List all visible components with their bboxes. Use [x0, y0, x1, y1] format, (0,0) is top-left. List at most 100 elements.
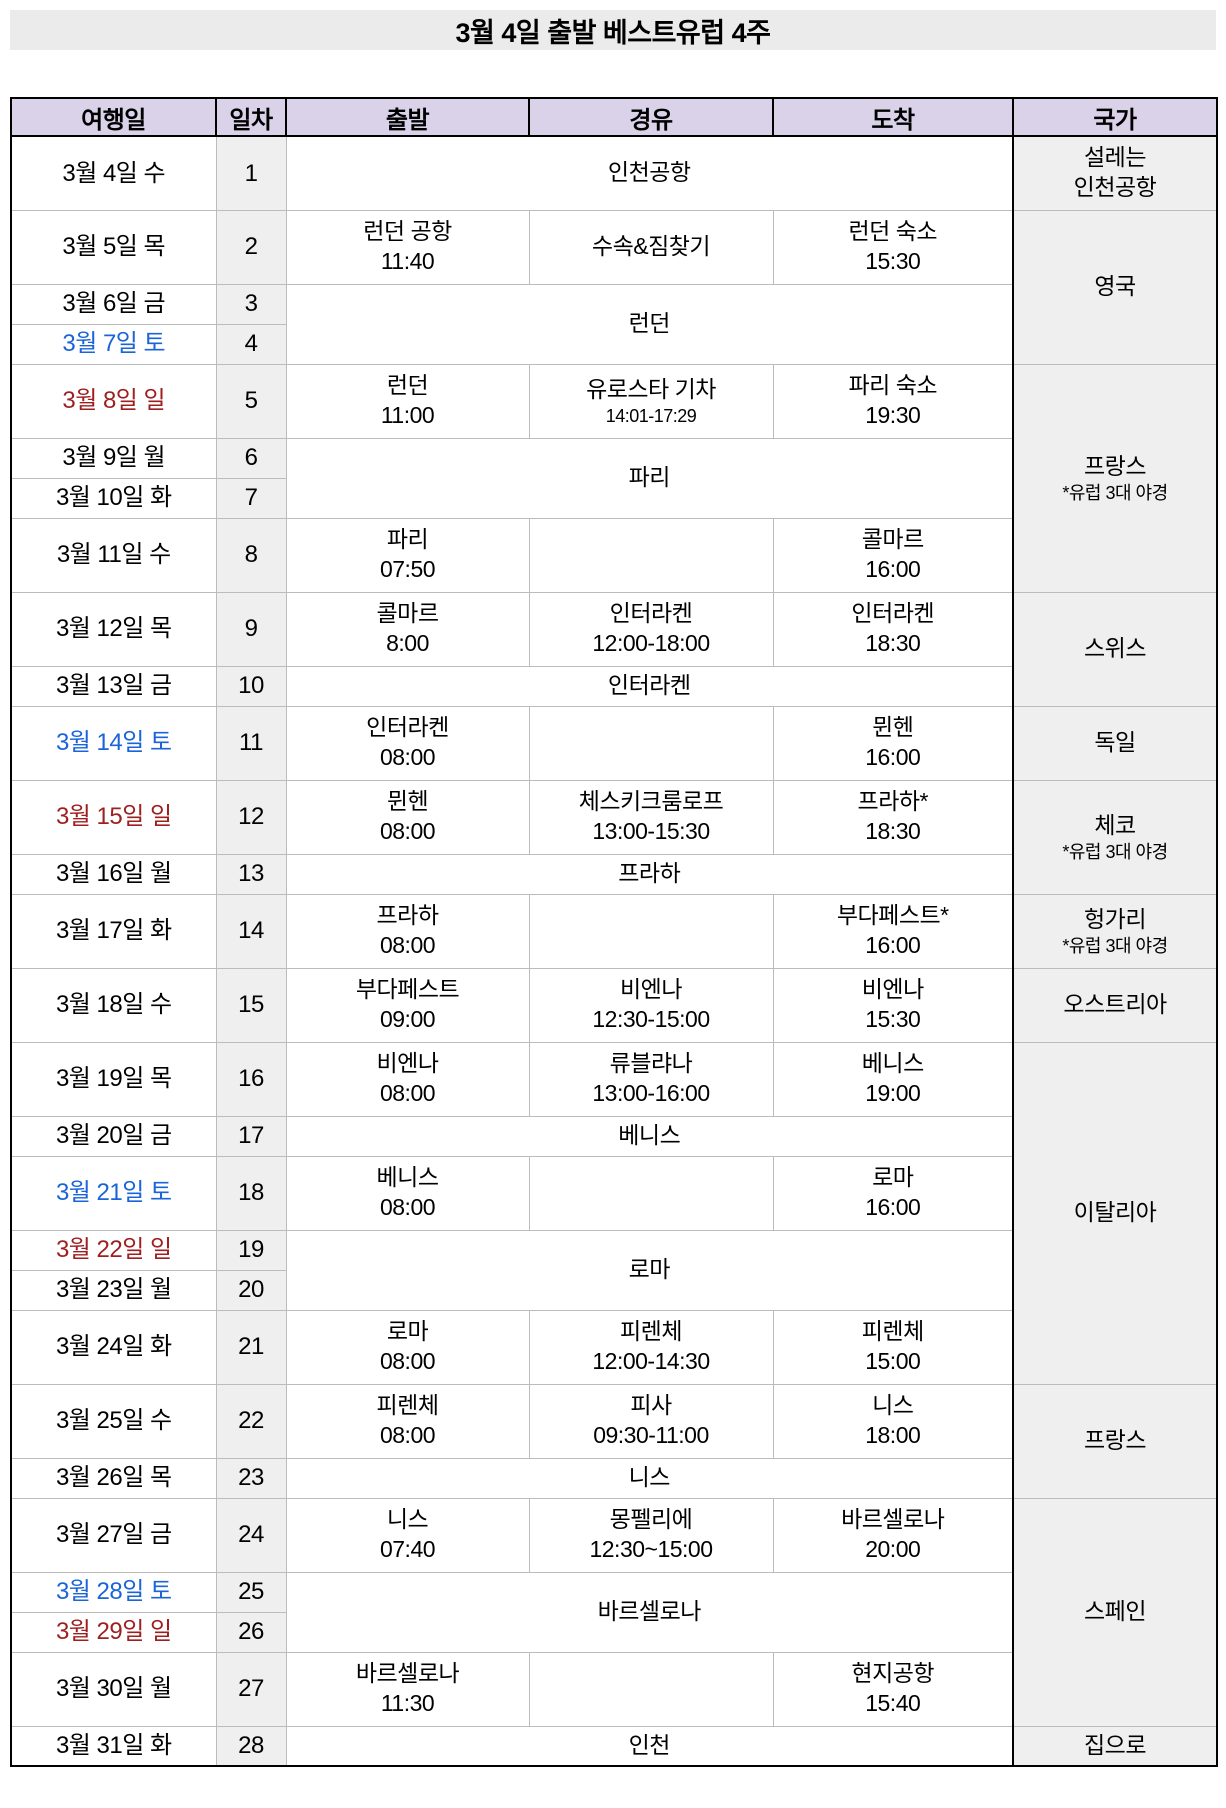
date-cell: 3월 10일 화: [10, 477, 217, 519]
via-cell: 체스키크룸로프 13:00-15:30: [528, 779, 774, 855]
departure-cell: 런던 공항 11:40: [285, 209, 530, 285]
via-cell-subtext: 14:01-17:29: [605, 405, 697, 426]
day-cell: 21: [215, 1309, 287, 1385]
day-cell: 5: [215, 363, 287, 439]
departure-cell: 니스 07:40: [285, 1497, 530, 1573]
day-cell: 13: [215, 853, 287, 895]
itinerary-row: 3월 31일 화 28 인천 집으로: [10, 1725, 1218, 1767]
country-cell: 스페인: [1012, 1497, 1218, 1727]
day-cell: 3: [215, 283, 287, 325]
day-cell: 14: [215, 893, 287, 969]
date-cell: 3월 22일 일: [10, 1229, 217, 1271]
route-cell: 니스: [285, 1457, 1014, 1499]
country-cell-text: 체코: [1094, 811, 1136, 838]
arrival-cell: 프라하* 18:30: [772, 779, 1014, 855]
route-cell: 베니스: [285, 1115, 1014, 1157]
itinerary-row: 3월 30일 월 27 바르셀로나 11:30 현지공항 15:40: [10, 1651, 1217, 1727]
itinerary-row: 3월 21일 토 18 베니스 08:00 로마 16:00: [10, 1155, 1217, 1231]
date-cell: 3월 11일 수: [10, 517, 217, 593]
itinerary-row: 3월 29일 일 26: [10, 1611, 1217, 1653]
date-cell: 3월 14일 토: [10, 705, 217, 781]
via-cell: [528, 1651, 774, 1727]
day-cell: 11: [215, 705, 287, 781]
date-cell: 3월 26일 목: [10, 1457, 217, 1499]
date-cell: 3월 6일 금: [10, 283, 217, 325]
country-cell-text: 헝가리: [1084, 905, 1146, 932]
country-cell-subtext: *유럽 3대 야경: [1062, 935, 1168, 956]
country-cell: 집으로: [1012, 1725, 1218, 1767]
route-cell: 인천: [285, 1725, 1014, 1767]
country-cell: 이탈리아: [1012, 1041, 1218, 1385]
country-cell: 설레는 인천공항: [1012, 135, 1218, 211]
via-cell: [528, 1155, 774, 1231]
route-cell: 인천공항: [285, 135, 1014, 211]
country-cell: 프랑스 *유럽 3대 야경: [1012, 363, 1218, 593]
day-cell: 8: [215, 517, 287, 593]
day-cell: 23: [215, 1457, 287, 1499]
col-header-country: 국가: [1012, 97, 1218, 137]
itinerary-row: 3월 15일 일 12 뮌헨 08:00 체스키크룸로프 13:00-15:30 프라하…: [10, 779, 1218, 895]
arrival-cell: 뮌헨 16:00: [772, 705, 1014, 781]
day-cell: 2: [215, 209, 287, 285]
date-cell: 3월 7일 토: [10, 323, 217, 365]
itinerary-row: 3월 12일 목 9 콜마르 8:00 인터라켄 12:00-18:00 인터라켄 18…: [10, 591, 1218, 707]
day-cell: 28: [215, 1725, 287, 1767]
arrival-cell: 로마 16:00: [772, 1155, 1014, 1231]
arrival-cell: 베니스 19:00: [772, 1041, 1014, 1117]
day-cell: 27: [215, 1651, 287, 1727]
route-cell: 프라하: [285, 853, 1014, 895]
day-cell: 22: [215, 1383, 287, 1459]
departure-cell: 파리 07:50: [285, 517, 530, 593]
via-cell-text: 유로스타 기차: [586, 375, 716, 402]
itinerary-row: 3월 22일 일 19 로마: [10, 1229, 1217, 1311]
itinerary-row: 3월 25일 수 22 피렌체 08:00 피사 09:30-11:00 니스 18:0…: [10, 1383, 1218, 1499]
departure-cell: 피렌체 08:00: [285, 1383, 530, 1459]
date-cell: 3월 24일 화: [10, 1309, 217, 1385]
departure-cell: 부다페스트 09:00: [285, 967, 530, 1043]
date-cell: 3월 23일 월: [10, 1269, 217, 1311]
page-title: 3월 4일 출발 베스트유럽 4주: [10, 10, 1216, 50]
country-cell-subtext: *유럽 3대 야경: [1062, 841, 1168, 862]
date-cell: 3월 17일 화: [10, 893, 217, 969]
date-cell: 3월 18일 수: [10, 967, 217, 1043]
itinerary-row: 3월 5일 목 2 런던 공항 11:40 수속&짐찾기 런던 숙소 15:30 영국: [10, 209, 1218, 365]
via-cell: [528, 705, 774, 781]
date-cell: 3월 20일 금: [10, 1115, 217, 1157]
itinerary-table: 여행일 일차 출발 경유 도착 국가 3월 4일 수 1 인천공항 설레는 인천공항 3월 5일 …: [10, 97, 1218, 1767]
via-cell: [528, 517, 774, 593]
arrival-cell: 파리 숙소 19:30: [772, 363, 1014, 439]
day-cell: 26: [215, 1611, 287, 1653]
itinerary-row: 3월 11일 수 8 파리 07:50 콜마르 16:00: [10, 517, 1217, 593]
country-cell: 스위스: [1012, 591, 1218, 707]
itinerary-row: 3월 13일 금 10 인터라켄: [10, 665, 1217, 707]
country-cell: 독일: [1012, 705, 1218, 781]
country-cell: 체코 *유럽 3대 야경: [1012, 779, 1218, 895]
departure-cell: 런던 11:00: [285, 363, 530, 439]
via-cell: 비엔나 12:30-15:00: [528, 967, 774, 1043]
arrival-cell: 런던 숙소 15:30: [772, 209, 1014, 285]
date-cell: 3월 19일 목: [10, 1041, 217, 1117]
day-cell: 18: [215, 1155, 287, 1231]
col-header-travel-date: 여행일: [10, 97, 217, 137]
arrival-cell: 피렌체 15:00: [772, 1309, 1014, 1385]
itinerary-row: 3월 26일 목 23 니스: [10, 1457, 1217, 1499]
date-cell: 3월 21일 토: [10, 1155, 217, 1231]
date-cell: 3월 30일 월: [10, 1651, 217, 1727]
date-cell: 3월 12일 목: [10, 591, 217, 667]
itinerary-row: 3월 14일 토 11 인터라켄 08:00 뮌헨 16:00 독일: [10, 705, 1218, 781]
itinerary-row: 3월 27일 금 24 니스 07:40 몽펠리에 12:30~15:00 바르셀로나 …: [10, 1497, 1218, 1727]
col-header-arrival: 도착: [772, 97, 1014, 137]
day-cell: 16: [215, 1041, 287, 1117]
via-cell: 몽펠리에 12:30~15:00: [528, 1497, 774, 1573]
via-cell: 유로스타 기차 14:01-17:29: [528, 363, 774, 439]
departure-cell: 비엔나 08:00: [285, 1041, 530, 1117]
via-cell: [528, 893, 774, 969]
day-cell: 20: [215, 1269, 287, 1311]
route-cell: 파리: [285, 437, 1014, 519]
via-cell: 피사 09:30-11:00: [528, 1383, 774, 1459]
header-row: 여행일 일차 출발 경유 도착 국가: [10, 97, 1218, 137]
day-cell: 1: [215, 135, 287, 211]
date-cell: 3월 25일 수: [10, 1383, 217, 1459]
departure-cell: 뮌헨 08:00: [285, 779, 530, 855]
arrival-cell: 니스 18:00: [772, 1383, 1014, 1459]
